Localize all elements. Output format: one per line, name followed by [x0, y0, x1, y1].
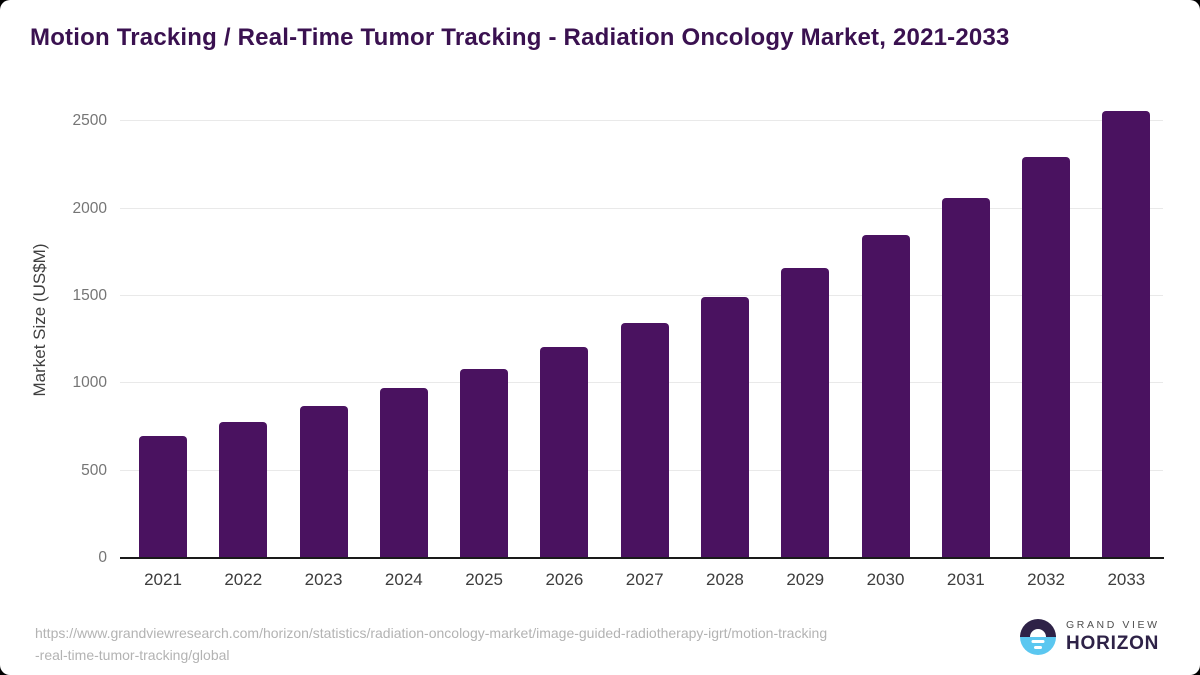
logo-text: GRAND VIEW HORIZON	[1066, 619, 1160, 655]
x-tick-label-2027: 2027	[625, 570, 664, 589]
logo-horizon-label: HORIZON	[1066, 633, 1160, 654]
source-url: https://www.grandviewresearch.com/horizo…	[35, 622, 827, 666]
x-tick-label-2028: 2028	[706, 570, 744, 589]
x-tick-label-2023: 2023	[304, 570, 343, 589]
bar-2023	[299, 405, 348, 557]
y-tick-label-1000: 1000	[72, 374, 107, 392]
gridline-1500	[120, 294, 1163, 296]
x-tick-label-2032: 2032	[1027, 570, 1065, 589]
x-tick-label-2025: 2025	[465, 570, 504, 589]
bar-2028	[700, 297, 749, 557]
bar-2022	[219, 421, 268, 557]
bar-2027	[620, 322, 669, 557]
bar-2033	[1102, 111, 1151, 557]
x-tick-label-2021: 2021	[144, 570, 182, 589]
y-tick-label-2000: 2000	[72, 199, 107, 217]
source-url-line-1: https://www.grandviewresearch.com/horizo…	[35, 625, 828, 641]
sun-dome-shape	[1030, 629, 1046, 637]
y-tick-label-1500: 1500	[72, 286, 107, 304]
bar-2021	[139, 435, 187, 557]
y-tick-label-0: 0	[98, 549, 107, 566]
bar-2024	[379, 388, 428, 557]
bar-2031	[941, 197, 990, 557]
horizon-sun-icon	[1020, 619, 1056, 655]
gridline-2500	[120, 120, 1163, 122]
x-tick-label-2031: 2031	[946, 570, 985, 589]
x-tick-label-2024: 2024	[384, 570, 423, 589]
sun-reflection-line-1	[1031, 640, 1045, 643]
x-tick-label-2026: 2026	[545, 570, 584, 589]
logo-grand-view-label: GRAND VIEW	[1066, 619, 1160, 631]
x-tick-label-2022: 2022	[224, 570, 263, 589]
x-tick-label-2030: 2030	[866, 570, 905, 589]
chart-title: Motion Tracking / Real-Time Tumor Tracki…	[30, 24, 1010, 51]
x-tick-label-2033: 2033	[1107, 570, 1146, 589]
bar-2029	[781, 267, 830, 557]
y-tick-label-2500: 2500	[72, 112, 107, 130]
y-tick-label-500: 500	[81, 461, 107, 479]
x-axis-line	[120, 557, 1164, 559]
grand-view-horizon-logo: GRAND VIEW HORIZON	[1020, 619, 1160, 655]
bar-2032	[1022, 156, 1071, 557]
bar-2030	[861, 234, 910, 557]
bar-2026	[540, 347, 589, 557]
x-tick-label-2029: 2029	[786, 570, 825, 589]
gridline-2000	[120, 207, 1163, 209]
bar-2025	[460, 369, 509, 557]
sun-reflection-line-2	[1034, 646, 1042, 649]
source-url-line-2: -real-time-tumor-tracking/global	[35, 647, 230, 663]
